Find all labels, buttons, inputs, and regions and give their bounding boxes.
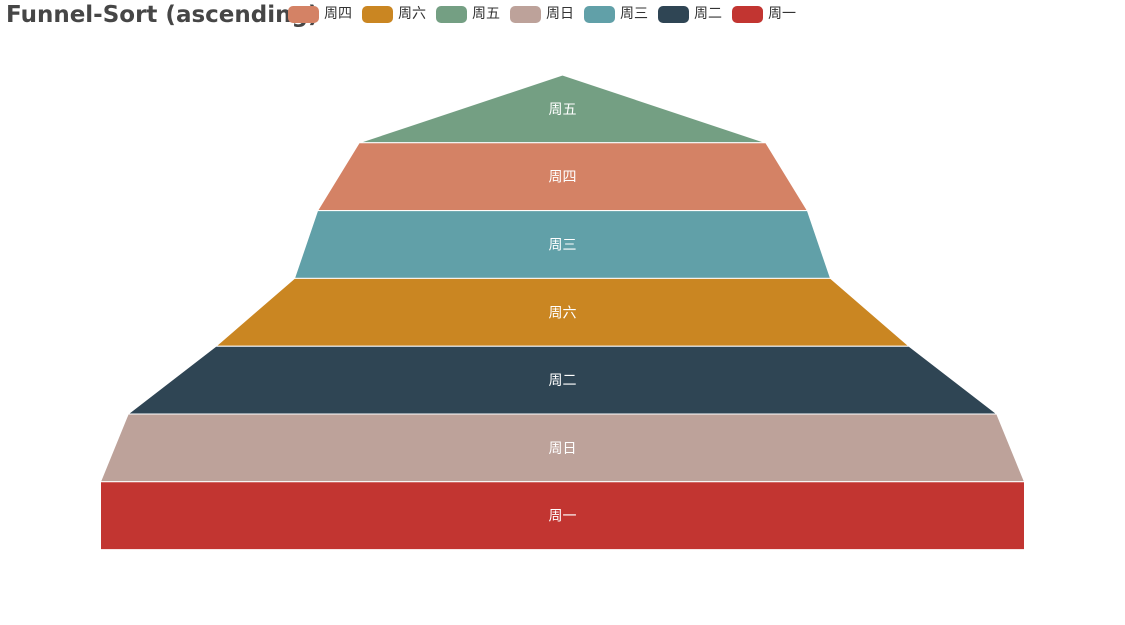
legend: 周四 周六 周五 周日 周三 周二 周一	[288, 4, 806, 24]
legend-item[interactable]: 周一	[732, 5, 796, 23]
legend-label: 周四	[324, 5, 352, 22]
legend-label: 周五	[472, 5, 500, 22]
legend-swatch	[288, 5, 319, 23]
funnel-label: 周二	[549, 373, 577, 389]
legend-swatch	[584, 5, 615, 23]
legend-item[interactable]: 周三	[584, 5, 648, 23]
legend-swatch	[362, 5, 393, 23]
legend-swatch	[658, 5, 689, 23]
funnel-label: 周日	[549, 441, 577, 457]
chart-title: Funnel-Sort (ascending)	[6, 2, 319, 28]
legend-label: 周日	[546, 5, 574, 22]
funnel-label: 周一	[549, 509, 577, 525]
legend-swatch	[510, 5, 541, 23]
legend-item[interactable]: 周日	[510, 5, 574, 23]
legend-label: 周六	[398, 5, 426, 22]
legend-swatch	[732, 5, 763, 23]
legend-item[interactable]: 周五	[436, 5, 500, 23]
funnel-segment[interactable]	[100, 481, 1025, 551]
legend-item[interactable]: 周六	[362, 5, 426, 23]
legend-label: 周二	[694, 5, 722, 22]
funnel-label: 周四	[549, 170, 577, 186]
funnel-label: 周五	[549, 102, 577, 118]
funnel-label: 周三	[549, 238, 577, 254]
legend-swatch	[436, 5, 467, 23]
legend-item[interactable]: 周二	[658, 5, 722, 23]
legend-label: 周一	[768, 5, 796, 22]
legend-item[interactable]: 周四	[288, 5, 352, 23]
funnel-label: 周六	[549, 305, 577, 321]
legend-label: 周三	[620, 5, 648, 22]
